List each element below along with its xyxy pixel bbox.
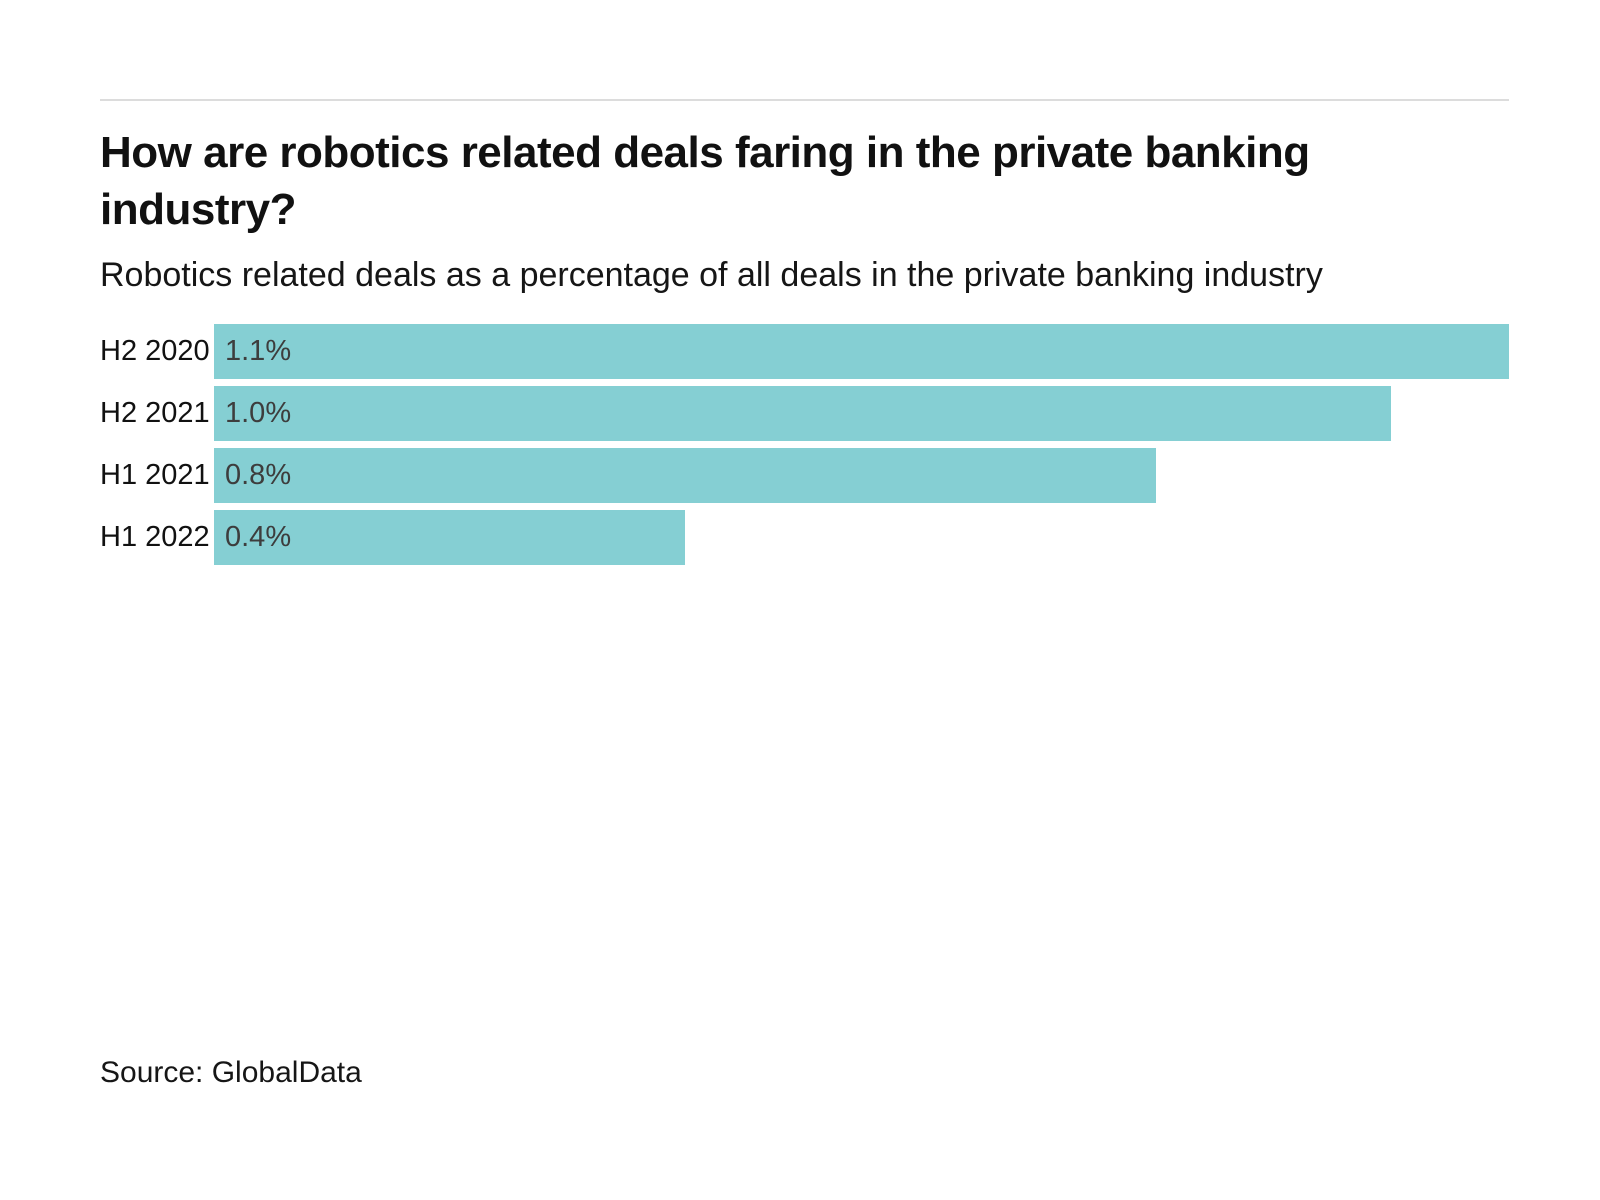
top-divider bbox=[100, 99, 1509, 101]
value-label: 1.1% bbox=[225, 335, 292, 367]
bar: 0.8% bbox=[214, 448, 1156, 503]
chart-row: H2 2020 1.1% bbox=[100, 324, 1509, 379]
source-note: Source: GlobalData bbox=[100, 1056, 362, 1089]
value-label: 0.8% bbox=[225, 459, 292, 491]
bar-track: 1.0% bbox=[214, 386, 1509, 441]
chart-row: H2 2021 1.0% bbox=[100, 386, 1509, 441]
bar: 1.0% bbox=[214, 386, 1392, 441]
bar-track: 0.8% bbox=[214, 448, 1509, 503]
bar: 0.4% bbox=[214, 510, 685, 565]
bar-chart: H2 2020 1.1% H2 2021 1.0% H1 2021 0.8% H1 2022… bbox=[100, 324, 1509, 565]
chart-row: H1 2022 0.4% bbox=[100, 510, 1509, 565]
value-label: 1.0% bbox=[225, 397, 292, 429]
page-title: How are robotics related deals faring in… bbox=[100, 128, 1310, 234]
category-label: H2 2020 bbox=[100, 335, 210, 367]
category-label: H1 2021 bbox=[100, 459, 210, 491]
bar-track: 1.1% bbox=[214, 324, 1509, 379]
chart-row: H1 2021 0.8% bbox=[100, 448, 1509, 503]
chart-subtitle: Robotics related deals as a percentage o… bbox=[100, 256, 1323, 294]
value-label: 0.4% bbox=[225, 521, 292, 553]
category-label: H1 2022 bbox=[100, 521, 210, 553]
bar: 1.1% bbox=[214, 324, 1509, 379]
category-label: H2 2021 bbox=[100, 397, 210, 429]
bar-track: 0.4% bbox=[214, 510, 1509, 565]
article-content: How are robotics related deals faring in… bbox=[100, 0, 1509, 572]
